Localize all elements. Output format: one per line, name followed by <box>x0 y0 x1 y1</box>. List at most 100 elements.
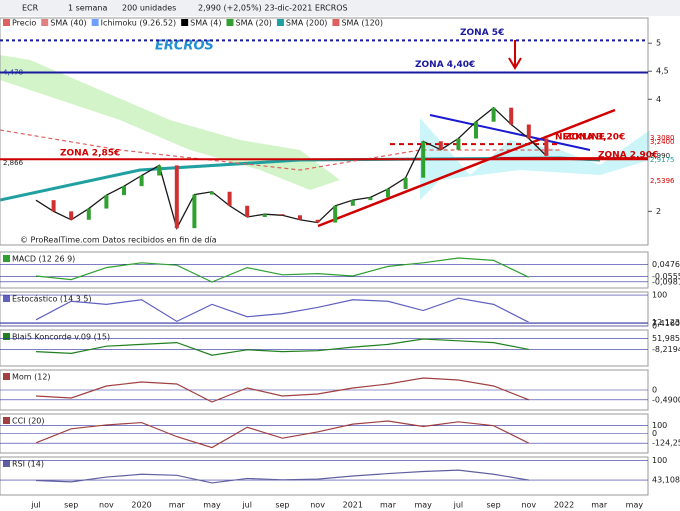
indicator-swatch <box>3 255 10 262</box>
candle <box>245 205 250 217</box>
quote: 2,990 (+2,05%) 23-dic-2021 ERCROS <box>198 4 348 13</box>
candle <box>298 215 302 220</box>
candle <box>227 191 232 206</box>
y-tick-label: 4 <box>656 95 661 104</box>
candle <box>51 200 56 212</box>
x-tick-label: may <box>414 501 432 510</box>
indicator-line <box>35 377 530 403</box>
candle <box>421 141 426 178</box>
legend-entry: SMA (20) <box>236 19 272 28</box>
toolbar <box>0 0 680 16</box>
indicator-value-label: 0 <box>652 322 657 331</box>
candle <box>122 186 126 196</box>
price-panel <box>0 17 649 246</box>
indicator-value-label: -0,0555 <box>652 272 680 281</box>
price-label: 2,866 <box>3 159 24 167</box>
indicator-value-label: -8,2194 <box>652 345 680 354</box>
indicator-value-label: -0,4900 <box>652 395 680 404</box>
x-tick-label: nov <box>310 501 325 510</box>
x-tick-label: nov <box>99 501 114 510</box>
legend-swatch <box>91 19 99 26</box>
indicator-value-label: 100 <box>652 421 667 430</box>
y-tick-label: 5 <box>656 39 661 48</box>
x-tick-label: sep <box>487 501 501 510</box>
candle <box>491 107 496 122</box>
x-tick-label: jul <box>241 501 252 510</box>
trendline-top <box>429 114 591 151</box>
price-label: 2,5396 <box>650 177 675 185</box>
candle <box>86 208 91 220</box>
candle <box>174 165 179 229</box>
x-tick-label: 2021 <box>343 501 363 510</box>
legend-entry: SMA (200) <box>286 19 328 28</box>
indicator-swatch <box>3 460 10 467</box>
title: ERCROS <box>155 39 214 54</box>
candle <box>526 124 531 139</box>
neckline-label: NECKLINE <box>555 133 605 143</box>
y-tick-label: 4,5 <box>656 67 669 76</box>
x-tick-label: jul <box>30 501 41 510</box>
ichimoku-cloud-left <box>0 55 340 190</box>
indicator-value-label: 100 <box>652 291 667 300</box>
legend-entry: SMA (120) <box>341 19 383 28</box>
indicator-value-label: -0,0981 <box>652 277 680 286</box>
indicator-value-label: 51,985 <box>652 334 680 343</box>
legend-swatch <box>332 19 340 26</box>
price-label: 4,478 <box>3 68 23 76</box>
indicator-value-label: 0 <box>652 386 657 395</box>
candle <box>280 214 285 216</box>
candle <box>386 188 390 198</box>
zone-label: ZONA 4,40€ <box>415 60 475 70</box>
legend-swatch <box>3 19 10 26</box>
legend-swatch <box>181 19 189 26</box>
x-tick-label: 2022 <box>554 501 574 510</box>
legend-swatch <box>41 19 49 26</box>
indicator-value-label: 100 <box>652 456 667 465</box>
candle <box>104 195 109 209</box>
symbol[interactable]: ECR <box>22 4 39 13</box>
sma-120 <box>0 129 560 171</box>
indicator-value-label: 0,0476 <box>652 260 680 269</box>
x-tick-label: mar <box>591 501 608 510</box>
period[interactable]: 1 semana <box>68 4 107 13</box>
x-tick-label: mar <box>169 501 186 510</box>
price-label: 2,9175 <box>650 156 675 164</box>
legend-entry: SMA (4) <box>190 19 221 28</box>
candle <box>456 138 461 150</box>
candle <box>69 211 74 220</box>
indicator-swatch <box>3 295 10 302</box>
x-tick-label: nov <box>521 501 536 510</box>
indicator-name: Blai5 Koncorde v.09 (15) <box>12 333 110 342</box>
indicator-panel <box>0 329 649 367</box>
candle <box>474 121 478 139</box>
indicator-line <box>35 297 530 323</box>
indicator-value-label: 43,108 <box>652 476 680 485</box>
price-label: 2,990 <box>650 152 670 160</box>
indicator-value-label: 0 <box>652 429 657 438</box>
trendline <box>317 108 616 228</box>
legend-entry: SMA (40) <box>50 19 86 28</box>
indicator-panel <box>0 251 649 289</box>
legend-swatch <box>276 19 284 26</box>
units[interactable]: 200 unidades <box>122 4 176 13</box>
candle <box>157 165 162 176</box>
candle <box>139 175 144 187</box>
arrow <box>508 40 522 70</box>
zone-label: ZONA 5€ <box>460 28 504 38</box>
candle <box>333 205 338 223</box>
candle <box>438 141 443 150</box>
indicator-value-label: 12,123 <box>652 318 680 327</box>
indicator-swatch <box>3 373 10 380</box>
legend-swatch <box>226 19 234 26</box>
indicator-name: Estocástico (14 3 5) <box>12 295 92 304</box>
candle <box>262 214 267 217</box>
candle <box>403 177 408 189</box>
price-line <box>35 106 547 230</box>
indicator-value-label: -124,25 <box>652 439 680 448</box>
price-label: 3,2400 <box>650 138 675 146</box>
x-tick-label: may <box>203 501 221 510</box>
y-tick-label: 2 <box>656 207 661 216</box>
x-tick-label: may <box>626 501 644 510</box>
legend-entry: Ichimoku (9.26.52) <box>101 19 177 28</box>
candle <box>509 107 514 125</box>
